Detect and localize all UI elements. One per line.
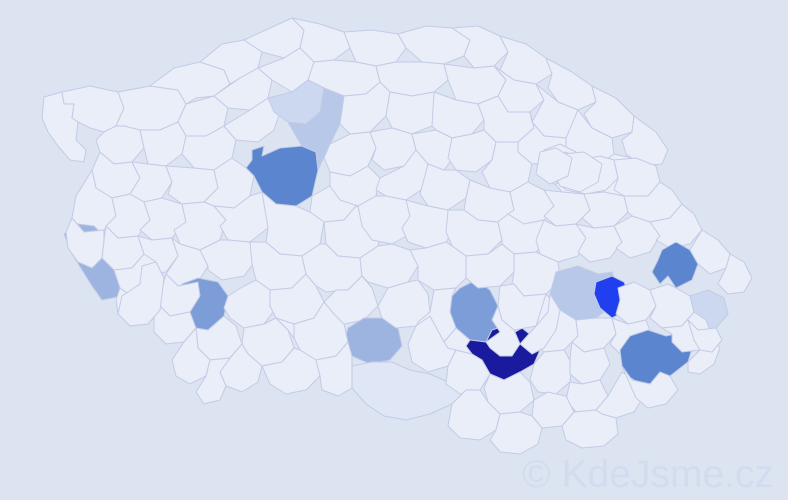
map-region[interactable] [519, 293, 561, 355]
map-region[interactable] [287, 87, 345, 171]
map-region[interactable] [561, 409, 619, 449]
map-region[interactable] [483, 371, 535, 415]
map-region[interactable] [65, 217, 105, 269]
map-region[interactable] [223, 97, 281, 143]
map-region[interactable] [199, 239, 257, 281]
watermark-text: KdeJsme.cz [561, 453, 774, 496]
map-region[interactable] [535, 147, 573, 185]
map-region[interactable] [689, 229, 731, 275]
map-region[interactable] [621, 365, 679, 409]
map-region[interactable] [485, 305, 521, 357]
map-region[interactable] [117, 261, 165, 327]
map-region[interactable] [213, 67, 273, 111]
map-region[interactable] [717, 253, 753, 295]
map-region[interactable] [223, 279, 277, 329]
map-region[interactable] [377, 279, 431, 329]
map-region[interactable] [95, 125, 145, 165]
map-region[interactable] [443, 327, 473, 355]
districts-layer [41, 17, 753, 455]
map-region[interactable] [343, 29, 407, 67]
watermark: © KdeJsme.cz [522, 455, 774, 494]
map-region[interactable] [649, 203, 703, 249]
copyright-icon: © [522, 453, 551, 496]
map-region[interactable] [61, 85, 125, 133]
map-region[interactable] [315, 341, 353, 397]
map-region[interactable] [275, 317, 295, 339]
map-region[interactable] [575, 223, 623, 263]
map-region[interactable] [535, 219, 587, 263]
map-region[interactable] [687, 319, 723, 353]
map-region[interactable] [489, 411, 543, 455]
map-region[interactable] [195, 357, 231, 405]
map-region[interactable] [613, 215, 661, 259]
map-region[interactable] [445, 209, 503, 257]
